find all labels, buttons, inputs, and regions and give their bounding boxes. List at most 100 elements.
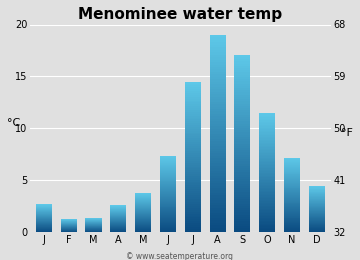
Bar bbox=[135, 227, 151, 228]
Bar bbox=[234, 172, 251, 175]
Bar bbox=[160, 190, 176, 191]
Bar bbox=[210, 151, 226, 153]
Bar bbox=[234, 70, 251, 73]
Bar bbox=[160, 183, 176, 184]
Bar bbox=[309, 212, 325, 213]
Bar bbox=[185, 187, 201, 189]
Bar bbox=[284, 176, 300, 177]
Bar bbox=[185, 108, 201, 110]
Bar bbox=[36, 206, 52, 207]
Bar bbox=[259, 195, 275, 197]
Bar bbox=[284, 165, 300, 166]
Bar bbox=[259, 152, 275, 153]
Bar bbox=[185, 153, 201, 155]
Bar bbox=[284, 213, 300, 214]
Bar bbox=[259, 176, 275, 177]
Bar bbox=[160, 173, 176, 174]
Bar bbox=[259, 134, 275, 135]
Bar bbox=[234, 166, 251, 168]
Bar bbox=[284, 204, 300, 205]
Bar bbox=[234, 61, 251, 63]
Bar bbox=[234, 181, 251, 184]
Bar bbox=[185, 191, 201, 193]
Bar bbox=[185, 104, 201, 106]
Bar bbox=[210, 220, 226, 223]
Bar bbox=[210, 205, 226, 208]
Bar bbox=[234, 175, 251, 177]
Bar bbox=[309, 197, 325, 198]
Bar bbox=[185, 138, 201, 140]
Bar bbox=[210, 64, 226, 67]
Bar bbox=[110, 229, 126, 230]
Bar bbox=[185, 134, 201, 136]
Bar bbox=[309, 223, 325, 224]
Bar bbox=[135, 211, 151, 212]
Bar bbox=[185, 155, 201, 157]
Bar bbox=[185, 184, 201, 185]
Bar bbox=[259, 138, 275, 140]
Bar bbox=[259, 131, 275, 132]
Bar bbox=[135, 207, 151, 208]
Bar bbox=[234, 226, 251, 228]
Bar bbox=[234, 63, 251, 66]
Bar bbox=[110, 225, 126, 226]
Bar bbox=[259, 156, 275, 158]
Bar bbox=[185, 118, 201, 119]
Bar bbox=[185, 231, 201, 232]
Bar bbox=[284, 225, 300, 226]
Bar bbox=[185, 116, 201, 118]
Bar bbox=[160, 210, 176, 211]
Bar bbox=[110, 216, 126, 217]
Bar bbox=[210, 156, 226, 158]
Bar bbox=[185, 208, 201, 210]
Bar bbox=[309, 224, 325, 225]
Bar bbox=[210, 37, 226, 40]
Bar bbox=[284, 215, 300, 216]
Bar bbox=[135, 205, 151, 206]
Bar bbox=[160, 221, 176, 222]
Bar bbox=[185, 195, 201, 197]
Bar bbox=[259, 135, 275, 137]
Bar bbox=[234, 150, 251, 152]
Bar bbox=[185, 133, 201, 134]
Bar bbox=[135, 201, 151, 202]
Bar bbox=[185, 136, 201, 138]
Bar bbox=[284, 166, 300, 167]
Bar bbox=[160, 157, 176, 158]
Bar bbox=[284, 226, 300, 227]
Bar bbox=[284, 212, 300, 213]
Bar bbox=[259, 168, 275, 170]
Bar bbox=[185, 106, 201, 108]
Bar bbox=[185, 178, 201, 180]
Bar bbox=[160, 177, 176, 178]
Bar bbox=[309, 226, 325, 227]
Bar bbox=[110, 231, 126, 232]
Bar bbox=[185, 157, 201, 159]
Bar bbox=[210, 67, 226, 69]
Bar bbox=[160, 214, 176, 215]
Bar bbox=[259, 161, 275, 162]
Bar bbox=[160, 170, 176, 171]
Bar bbox=[210, 50, 226, 52]
Bar bbox=[309, 199, 325, 200]
Bar bbox=[160, 165, 176, 166]
Bar bbox=[110, 221, 126, 222]
Bar bbox=[284, 190, 300, 191]
Bar bbox=[185, 150, 201, 151]
Bar bbox=[210, 230, 226, 232]
Bar bbox=[234, 97, 251, 99]
Bar bbox=[135, 220, 151, 221]
Bar bbox=[185, 193, 201, 195]
Bar bbox=[36, 212, 52, 213]
Bar bbox=[309, 187, 325, 188]
Bar bbox=[309, 221, 325, 222]
Bar bbox=[234, 179, 251, 181]
Bar bbox=[210, 186, 226, 188]
Bar bbox=[259, 230, 275, 231]
Bar bbox=[160, 223, 176, 224]
Bar bbox=[36, 227, 52, 228]
Bar bbox=[160, 158, 176, 159]
Bar bbox=[210, 158, 226, 161]
Bar bbox=[309, 229, 325, 230]
Bar bbox=[259, 170, 275, 171]
